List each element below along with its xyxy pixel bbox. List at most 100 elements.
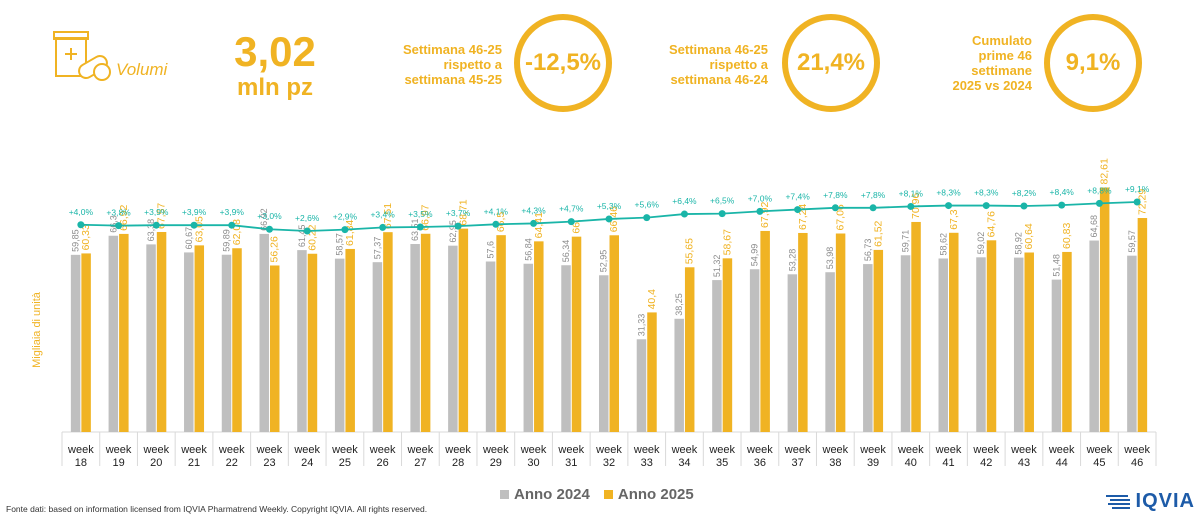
iqvia-logo-text: IQVIA	[1135, 490, 1195, 512]
data-label-2025: 68,71	[457, 199, 469, 225]
x-tick-label-line2: 44	[1056, 457, 1068, 469]
data-label-2024: 52,95	[599, 250, 609, 273]
bar-2025	[81, 253, 91, 432]
x-tick-label-line2: 41	[942, 457, 954, 469]
bar-2025	[873, 249, 884, 432]
bar-2024	[749, 269, 760, 432]
data-label-2024: 58,57	[335, 233, 345, 256]
bar-2025	[269, 265, 280, 432]
bar-2025	[383, 232, 393, 432]
bar-2024	[1013, 257, 1024, 432]
cumulative-label: +6,4%	[672, 196, 697, 206]
bar-2024	[297, 250, 307, 432]
data-label-2024: 54,99	[750, 244, 760, 267]
bar-2024	[599, 275, 609, 432]
x-tick-label-line2: 30	[527, 457, 539, 469]
x-tick-label-line2: 37	[791, 457, 803, 469]
cumulative-label: +7,8%	[861, 190, 886, 200]
bar-2025	[798, 232, 808, 432]
x-tick-label-line2: 20	[150, 457, 162, 469]
x-tick-label-line1: week	[935, 444, 962, 456]
cumulative-point	[530, 219, 538, 227]
bar-2024	[448, 245, 458, 432]
x-tick-label-line1: week	[746, 444, 773, 456]
data-label-2025: 60,64	[1023, 223, 1035, 249]
cumulative-point	[869, 204, 877, 212]
x-tick-label-line2: 25	[339, 457, 351, 469]
data-label-2025: 64,76	[985, 211, 997, 237]
bar-2024	[372, 262, 383, 432]
bar-2025	[156, 231, 167, 432]
kpi-cumulative-text: Cumulato prime 46 settimane 2025 vs 2024	[952, 33, 1032, 93]
x-tick-label-line1: week	[671, 444, 698, 456]
x-tick-label-line1: week	[972, 444, 999, 456]
cumulative-point	[718, 210, 726, 218]
iqvia-logo: IQVIA	[1105, 490, 1195, 513]
x-tick-label-line2: 40	[905, 457, 917, 469]
iqvia-logo-icon	[1105, 494, 1130, 509]
bar-2025	[420, 233, 431, 432]
legend-swatch-2025	[603, 490, 613, 499]
data-label-2024: 63,38	[146, 219, 156, 242]
cumulative-point	[152, 221, 160, 229]
x-tick-label-line2: 19	[112, 457, 124, 469]
cumulative-point	[605, 215, 613, 223]
data-label-2024: 51,32	[712, 255, 722, 278]
x-tick-label-line2: 18	[75, 457, 87, 469]
cumulative-point	[454, 222, 462, 230]
x-tick-label-line1: week	[520, 444, 547, 456]
bar-2024	[108, 235, 119, 432]
bar-2025	[458, 228, 469, 432]
data-label-2024: 31,33	[636, 314, 646, 337]
bar-2025	[345, 248, 355, 432]
bar-2024	[146, 244, 156, 432]
bar-2025	[1099, 187, 1110, 432]
cumulative-point	[794, 206, 802, 214]
x-tick-label-line1: week	[859, 444, 886, 456]
x-tick-label-line2: 24	[301, 457, 313, 469]
bar-2024	[900, 255, 911, 432]
main-volume-value: 3,02	[234, 28, 316, 75]
bar-2025	[194, 245, 205, 432]
cumulative-point	[756, 207, 764, 215]
x-tick-label-line1: week	[331, 444, 358, 456]
data-label-2025: 61,52	[872, 220, 884, 246]
data-label-2024: 66,92	[259, 208, 269, 231]
x-tick-label-line2: 39	[867, 457, 879, 469]
cumulative-label: +3,0%	[257, 211, 282, 221]
cumulative-label: +4,7%	[559, 204, 584, 214]
data-label-2025: 67,3	[948, 209, 960, 230]
data-label-2024: 61,45	[297, 225, 307, 248]
x-tick-label-line2: 43	[1018, 457, 1030, 469]
cumulative-label: +3,9%	[144, 207, 169, 217]
x-tick-label-line1: week	[105, 444, 132, 456]
x-tick-label-line2: 34	[678, 457, 690, 469]
data-label-2024: 59,57	[1127, 230, 1137, 253]
cumulative-label: +3,7%	[446, 208, 471, 218]
x-tick-label-line1: week	[407, 444, 434, 456]
bar-2024	[259, 233, 269, 432]
legend-label-2024: Anno 2024	[514, 486, 590, 503]
cumulative-label: +8,3%	[936, 188, 961, 198]
x-tick-label-line1: week	[482, 444, 509, 456]
bar-2024	[70, 254, 81, 432]
cumulative-label: +9,1%	[1125, 184, 1150, 194]
cumulative-point	[945, 202, 953, 210]
cumulative-label: +6,5%	[710, 196, 735, 206]
kpi-weekly-vs-last-year-value: 21,4%	[782, 14, 880, 112]
kpi-cumulative-value: 9,1%	[1044, 14, 1142, 112]
bar-2024	[184, 252, 194, 432]
cumulative-point	[1020, 202, 1028, 210]
cumulative-point	[1058, 201, 1066, 209]
data-label-2025: 66,97	[420, 204, 432, 230]
data-source-note: Fonte dati: based on information license…	[6, 504, 428, 514]
data-label-2025: 55,65	[684, 238, 696, 264]
bar-2024	[712, 280, 722, 432]
bar-2025	[534, 241, 544, 432]
data-label-2025: 56,26	[269, 236, 281, 262]
bar-2024	[485, 261, 496, 432]
cumulative-label: +7,0%	[748, 193, 773, 203]
cumulative-point	[831, 204, 839, 212]
cumulative-label: +5,6%	[635, 200, 660, 210]
